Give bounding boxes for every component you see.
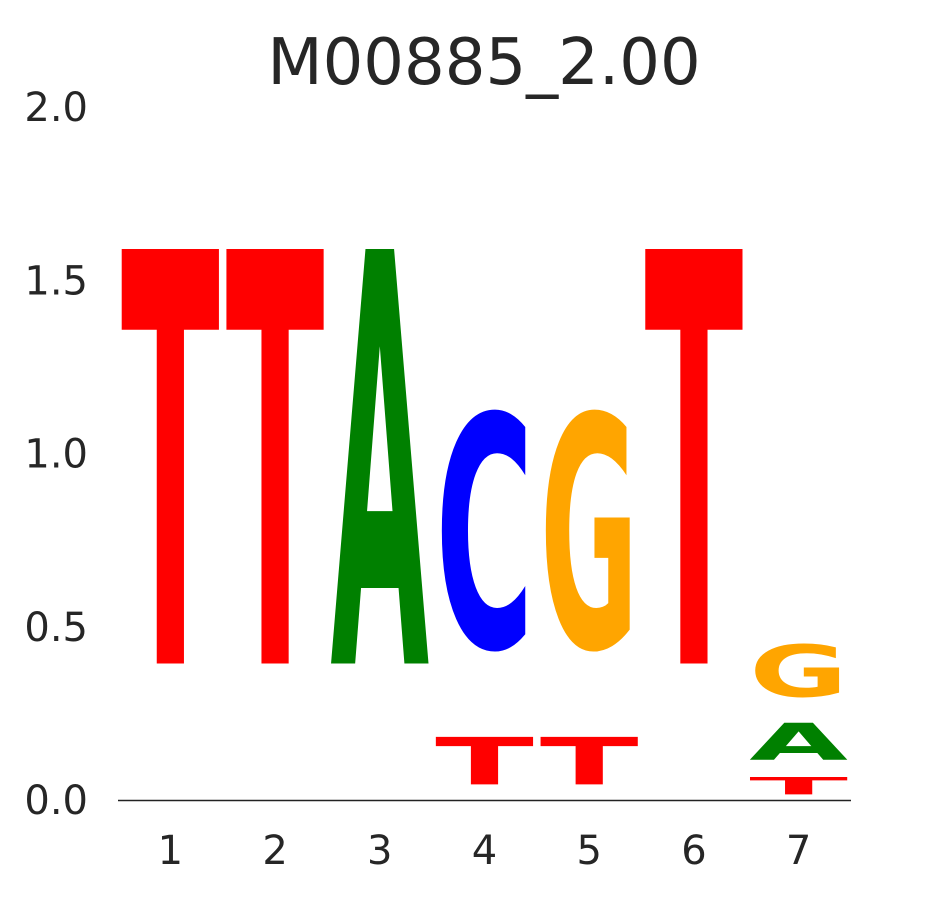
svg-text:A: A [749, 713, 848, 772]
y-axis: 0.0 0.5 1.0 1.5 2.0 [24, 85, 88, 824]
logo-letter-t: T [749, 773, 848, 800]
svg-text:A: A [330, 138, 430, 799]
x-tick-label: 3 [367, 828, 392, 874]
svg-text:T: T [749, 773, 848, 800]
x-tick-label: 1 [158, 828, 183, 874]
x-tick-label: 5 [576, 828, 601, 874]
logo-letter-g: G [749, 631, 848, 714]
logo-letter-g: G [540, 350, 639, 722]
y-tick-label: 1.5 [24, 258, 88, 304]
logo-letter-a: A [749, 713, 848, 772]
logo-letter-t: T [435, 725, 534, 800]
svg-text:G: G [540, 350, 639, 722]
logo-letter-a: A [330, 138, 430, 799]
logo-letter-t: T [645, 136, 744, 798]
svg-text:G: G [749, 631, 848, 714]
y-tick-label: 2.0 [24, 85, 88, 131]
y-tick-label: 0.0 [24, 778, 88, 824]
logo-letter-t: T [540, 725, 639, 800]
x-tick-label: 2 [262, 828, 287, 874]
logo-letter-t: T [226, 136, 325, 798]
svg-text:T: T [645, 136, 744, 798]
chart-title: M00885_2.00 [267, 26, 700, 100]
logo-letter-t: T [121, 136, 220, 798]
x-axis: 1 2 3 4 5 6 7 [158, 828, 812, 874]
y-tick-label: 0.5 [24, 605, 88, 651]
svg-text:C: C [435, 350, 534, 723]
x-tick-label: 7 [786, 828, 811, 874]
y-tick-label: 1.0 [24, 432, 88, 478]
logo-letter-c: C [435, 350, 534, 723]
svg-text:T: T [226, 136, 325, 798]
svg-text:T: T [121, 136, 220, 798]
x-tick-label: 6 [681, 828, 706, 874]
svg-text:T: T [435, 725, 534, 800]
svg-text:T: T [540, 725, 639, 800]
x-tick-label: 4 [472, 828, 497, 874]
